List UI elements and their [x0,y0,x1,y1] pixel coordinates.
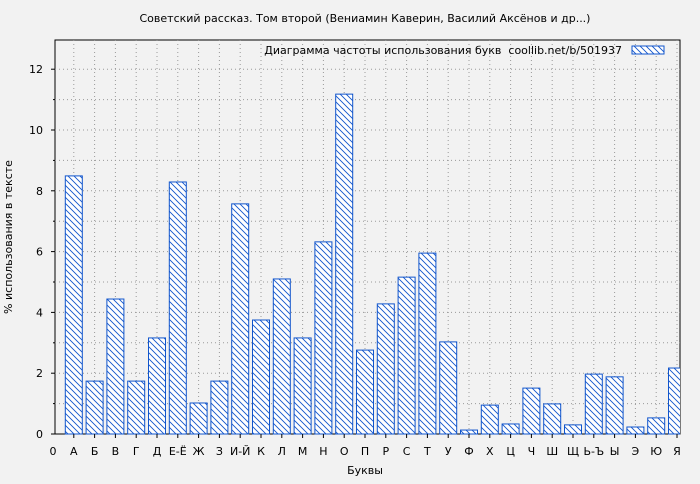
bar-П [356,349,374,435]
bar-Р [376,303,395,435]
bar-Н [314,241,333,435]
bar-К [252,319,270,435]
x-tick-label: И-Й [230,445,250,458]
x-tick-label: З [216,445,223,458]
x-tick-label: Г [133,445,140,458]
x-tick-label: К [257,445,265,458]
x-tick-label: Я [673,445,681,458]
axes: А Б В Г Д Е-Ё Ж З И-Й К Л М Н О П Р С Т У Ф Х Ц Ч Ш Щ Ь-Ъ Ы Э Ю Я 0 2 4 6… [29,63,681,458]
x-tick-label: Ю [650,445,662,458]
bar-О [335,93,354,435]
y-tick-label: 12 [29,63,43,76]
bar-Д [148,337,166,435]
x-origin-label: 0 [50,445,57,458]
x-tick-label: Б [91,445,99,458]
x-tick-label: Н [319,445,327,458]
x-tick-label: Ш [546,445,558,458]
bar-Ц [501,423,520,435]
x-tick-label: Л [278,445,286,458]
bar-У [439,341,458,435]
x-tick-label: М [298,445,308,458]
bar-Х [480,404,499,435]
x-tick-label: Д [153,445,162,458]
x-axis-label: Буквы [347,464,383,477]
bar-Е-Ё [168,181,187,435]
y-tick-label: 10 [29,124,43,137]
y-tick-label: 8 [36,185,43,198]
bar-Ю [647,417,666,435]
y-tick-label: 0 [36,428,43,441]
x-tick-label: В [112,445,120,458]
x-tick-label: Ь-Ъ [583,445,604,458]
x-tick-label: Р [382,445,389,458]
bar-И-Й [231,203,250,435]
x-tick-label: У [445,445,452,458]
bar-Ж [189,402,208,435]
x-tick-label: Ф [464,445,473,458]
chart-title: Советский рассказ. Том второй (Вениамин … [140,12,591,25]
x-tick-label: Ч [528,445,536,458]
bar-Г [127,380,146,435]
x-tick-label: Ы [610,445,620,458]
bar-А [64,175,83,435]
legend-swatch [631,45,665,55]
bar-Я [668,367,680,435]
x-tick-label: Ц [506,445,515,458]
y-tick-label: 6 [36,246,43,259]
bar-Э [626,426,645,435]
x-tick-label: Э [632,445,640,458]
bar-З [210,380,229,435]
y-tick-label: 4 [36,306,43,319]
x-tick-label: Т [423,445,431,458]
bar-Т [418,252,437,435]
x-tick-label: Е-Ё [169,445,187,458]
x-tick-label: А [70,445,78,458]
bar-Щ [564,424,582,435]
bar-Ч [522,387,541,435]
x-tick-label: О [340,445,349,458]
bar-С [397,276,416,435]
x-tick-label: С [403,445,411,458]
legend: Диаграмма частоты использования букв coo… [264,44,665,57]
bar-Б [85,380,104,435]
y-axis-label: % использования в тексте [2,160,15,314]
y-tick-label: 2 [36,367,43,380]
legend-label: Диаграмма частоты использования букв coo… [264,44,622,57]
bar-Ы [605,376,624,435]
x-tick-label: П [361,445,369,458]
bar-В [106,298,125,435]
x-tick-label: Ж [193,445,205,458]
bar-Ш [543,403,562,435]
bar-Ф [460,429,478,435]
x-tick-label: Х [486,445,494,458]
bar-Л [272,278,291,435]
bar-Ь-Ъ [584,373,603,435]
bar-М [293,337,312,435]
x-tick-label: Щ [567,445,579,458]
